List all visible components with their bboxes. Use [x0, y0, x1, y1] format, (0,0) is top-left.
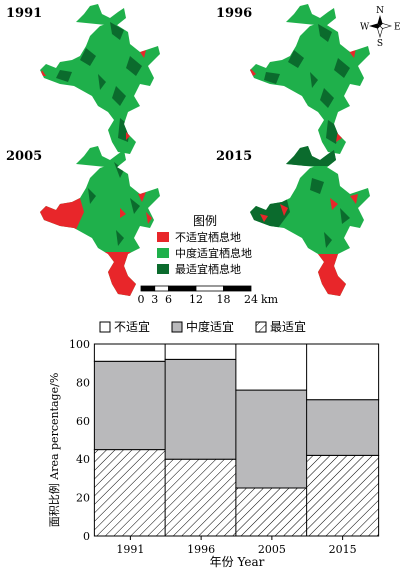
scale-bar-segment — [154, 285, 169, 292]
scale-bar-tick-label: 18 — [217, 293, 231, 306]
chart-bars — [93, 343, 380, 537]
scale-bar-tick-label: 12 — [189, 293, 203, 306]
map-panel-1991: 1991 — [6, 4, 160, 154]
svg-text:N: N — [376, 6, 384, 16]
bar-segment — [93, 449, 167, 537]
x-axis-label: 年份 Year — [210, 555, 265, 569]
map-year-2015: 2015 — [216, 149, 252, 164]
x-tick-label: 2005 — [258, 543, 286, 556]
bar-segment — [93, 360, 167, 451]
compass-icon: N S E W — [360, 6, 401, 49]
legend-swatch — [171, 321, 183, 333]
legend-swatch-optimal — [157, 264, 169, 274]
map-year-1996: 1996 — [216, 6, 252, 21]
y-tick-label: 60 — [76, 415, 90, 428]
bar-segment — [306, 399, 380, 456]
legend-swatch-moderate — [157, 248, 169, 258]
map-panel-1996: 1996 N S E W — [216, 4, 401, 154]
bar-segment — [235, 343, 309, 391]
map-legend: 图例 不适宜栖息地 中度适宜栖息地 最适宜栖息地 — [157, 214, 252, 276]
scale-bar-segment — [140, 285, 156, 292]
bar-segment — [164, 358, 238, 460]
chart-legend: 不适宜 中度适宜 最适宜 — [99, 319, 306, 334]
legend-label-moderate: 中度适宜栖息地 — [175, 246, 252, 260]
habitat-maps: 1991 1996 N S E — [6, 4, 401, 306]
y-axis-label: 面积比例 Area percentage/% — [47, 373, 61, 528]
scale-bar-segment — [223, 285, 252, 292]
scale-bar-tick-label: 0 — [138, 293, 145, 306]
scale-bar-tick-label: 24 — [244, 293, 258, 306]
scale-bar-tick-label: 3 — [151, 293, 158, 306]
legend-swatch-unsuitable — [157, 232, 169, 242]
y-tick-label: 0 — [83, 530, 90, 543]
bar-segment — [306, 454, 380, 537]
y-tick-label: 20 — [76, 492, 90, 505]
map-year-1991: 1991 — [6, 6, 42, 21]
legend-swatch — [99, 321, 111, 333]
bar-segment — [235, 389, 309, 489]
legend-swatch — [255, 321, 267, 333]
bar-segment — [235, 487, 309, 537]
scale-bar-segment — [195, 285, 224, 292]
scale-bar-tick-label: 6 — [165, 293, 172, 306]
legend-label-optimal: 最适宜栖息地 — [175, 262, 241, 276]
svg-text:W: W — [360, 23, 370, 33]
bar-segment — [164, 458, 238, 537]
svg-text:S: S — [377, 39, 383, 49]
legend-label: 不适宜 — [114, 319, 150, 334]
y-tick-label: 40 — [76, 453, 90, 466]
map-panel-2005: 2005 — [6, 146, 160, 296]
bar-segment — [164, 343, 238, 360]
scale-bar-segment — [168, 285, 197, 292]
scale-bar-unit: km — [261, 293, 279, 306]
scale-bar: 0 3 6 12 18 24 km — [138, 285, 279, 306]
x-tick-label: 1996 — [187, 543, 215, 556]
svg-text:E: E — [394, 23, 401, 33]
legend-title: 图例 — [193, 214, 217, 228]
y-tick-label: 100 — [69, 338, 90, 351]
y-tick-label: 80 — [76, 376, 90, 389]
x-tick-label: 1991 — [116, 543, 144, 556]
bar-segment — [93, 343, 167, 362]
legend-label-unsuitable: 不适宜栖息地 — [175, 230, 241, 244]
legend-label: 最适宜 — [270, 319, 306, 334]
bar-segment — [306, 343, 380, 401]
legend-label: 中度适宜 — [186, 319, 234, 334]
x-tick-label: 2015 — [329, 543, 357, 556]
map-year-2005: 2005 — [6, 149, 42, 164]
